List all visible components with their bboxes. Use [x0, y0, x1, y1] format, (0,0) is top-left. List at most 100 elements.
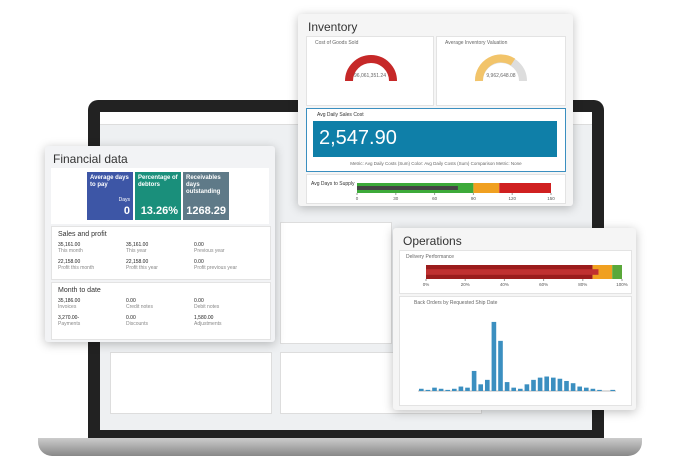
bar [557, 378, 563, 391]
app-panel [110, 352, 272, 414]
bar [471, 370, 477, 391]
stat-label: Adjustments [194, 321, 222, 327]
laptop-base [38, 438, 642, 456]
stat-value: 35,186.00 [58, 298, 81, 304]
stat-cell: 0.00 Discounts [126, 315, 148, 327]
stat-cell: 0.00 Profit previous year [194, 259, 237, 271]
bar-chart [418, 321, 616, 392]
delivery-panel: Delivery Performance 0% 20% 40% 60% 80% 100% [399, 250, 632, 294]
stat-cell: 0.00 Credit notes [126, 298, 153, 310]
stat-label: Profit previous year [194, 265, 238, 271]
kpi-label: Avg Daily Sales Cost [317, 112, 364, 118]
stat-cell: 22,158.00 Profit this month [58, 259, 94, 271]
stat-value: 22,158.00 [126, 259, 149, 265]
x-tick-label: 150 [547, 196, 555, 201]
inventory-card: Inventory Cost of Goods Sold 96,061,351.… [298, 14, 573, 206]
bar [544, 376, 550, 391]
stat-cell: 35,186.00 Invoices [58, 298, 80, 310]
financial-card: Financial data Average days to pay Days 0 P… [45, 146, 275, 342]
section-title: Month to date [58, 287, 101, 294]
gauge-arc [345, 55, 397, 82]
section-title: Sales and profit [58, 231, 107, 238]
bar [517, 388, 523, 391]
stat-value: 0.00 [194, 259, 204, 265]
kpi-value: 2,547.90 [319, 127, 397, 149]
stat-label: Profit this year [126, 265, 158, 271]
card-title: Operations [403, 234, 462, 248]
bar [577, 386, 583, 391]
chart-title: Back Orders by Requested Ship Date [414, 300, 498, 306]
stat-cell: 3,270.00- Payments [58, 315, 80, 327]
bullet-band [612, 265, 622, 279]
bullet-band [499, 183, 551, 193]
bar [484, 379, 490, 391]
gauge-panel: Cost of Goods Sold 96,061,351.24 [306, 36, 434, 106]
gauge [475, 54, 527, 82]
bar [445, 389, 451, 391]
tile-label: Percentage of debtors [138, 175, 178, 188]
bar [498, 340, 503, 391]
bar [531, 379, 536, 391]
tile-unit: Days [118, 197, 130, 203]
kpi-footer: Metric: Avg Daily Costs (Sum) Color: Avg… [350, 161, 522, 166]
tile-label: Receivables days outstanding [186, 175, 221, 195]
sales-section: Sales and profit 35,161.00 This month 35,16… [51, 226, 271, 280]
stat-label: Previous year [194, 248, 225, 254]
x-tick-label: 60% [539, 282, 548, 287]
gauge-value: 96,061,351.24 [354, 73, 386, 79]
bar [524, 384, 530, 391]
x-tick-label: 30 [393, 196, 399, 201]
tile-value: 0 [123, 205, 130, 217]
bar [458, 386, 464, 391]
x-tick-label: 90 [471, 196, 477, 201]
bar [610, 389, 616, 391]
bar [564, 380, 569, 391]
bullet-panel: Avg Days to Supply 0 30 60 90 120 150 [306, 174, 566, 204]
backorders-panel: Back Orders by Requested Ship Date [399, 296, 632, 406]
tile-label: Average days to pay [90, 175, 129, 188]
kpi-tile: Average days to pay Days 0 [87, 172, 133, 220]
bar [438, 388, 444, 391]
bar [465, 387, 470, 391]
card-title: Financial data [53, 152, 128, 166]
bar [537, 377, 543, 391]
bar [590, 388, 596, 391]
gauge-panel: Average Inventory Valuation 9,962,648.08 [436, 36, 566, 106]
stat-cell: 22,158.00 Profit this year [126, 259, 158, 271]
stat-label: Discounts [126, 321, 148, 327]
stat-label: Payments [58, 321, 81, 327]
bullet-chart: 0 30 60 90 120 150 [356, 183, 555, 201]
stat-value: 22,158.00 [58, 259, 81, 265]
stat-value: 35,161.00 [126, 242, 149, 248]
kpi-tile: Percentage of debtors 13.26% [135, 172, 181, 220]
gauge [345, 55, 397, 82]
stat-label: Credit notes [126, 304, 153, 310]
kpi-panel: Avg Daily Sales Cost 2,547.90 Metric: Av… [306, 108, 566, 172]
bar [451, 388, 457, 391]
stat-value: 35,161.00 [58, 242, 81, 248]
stat-cell: 1,580.00 Adjustments [194, 315, 222, 327]
x-tick-label: 100% [616, 282, 628, 287]
stat-value: 0.00 [194, 242, 204, 248]
mtd-section: Month to date 35,186.00 Invoices 0.00 Credit… [51, 282, 271, 340]
bar [432, 387, 437, 391]
x-tick-label: 80% [578, 282, 587, 287]
bar [478, 384, 484, 391]
bullet-band [592, 265, 613, 279]
kpi-tile: Receivables days outstanding 1268.29 [183, 172, 229, 220]
stat-cell: 0.00 Previous year [194, 242, 225, 254]
tile-value: 13.26% [140, 205, 178, 217]
chart-title: Delivery Performance [406, 254, 455, 260]
bullet-label: Avg Days to Supply [311, 181, 355, 187]
bar [425, 389, 431, 391]
stat-cell: 0.00 Debit notes [194, 298, 219, 310]
tile-value: 1268.29 [186, 205, 226, 217]
kpi-box: 2,547.90 [313, 121, 557, 157]
x-tick-label: 60 [432, 196, 438, 201]
gauge-value: 9,962,648.08 [486, 73, 516, 79]
bar [597, 389, 602, 391]
stat-value: 3,270.00- [58, 315, 80, 321]
x-tick-label: 40% [500, 282, 509, 287]
card-title: Inventory [308, 20, 358, 34]
